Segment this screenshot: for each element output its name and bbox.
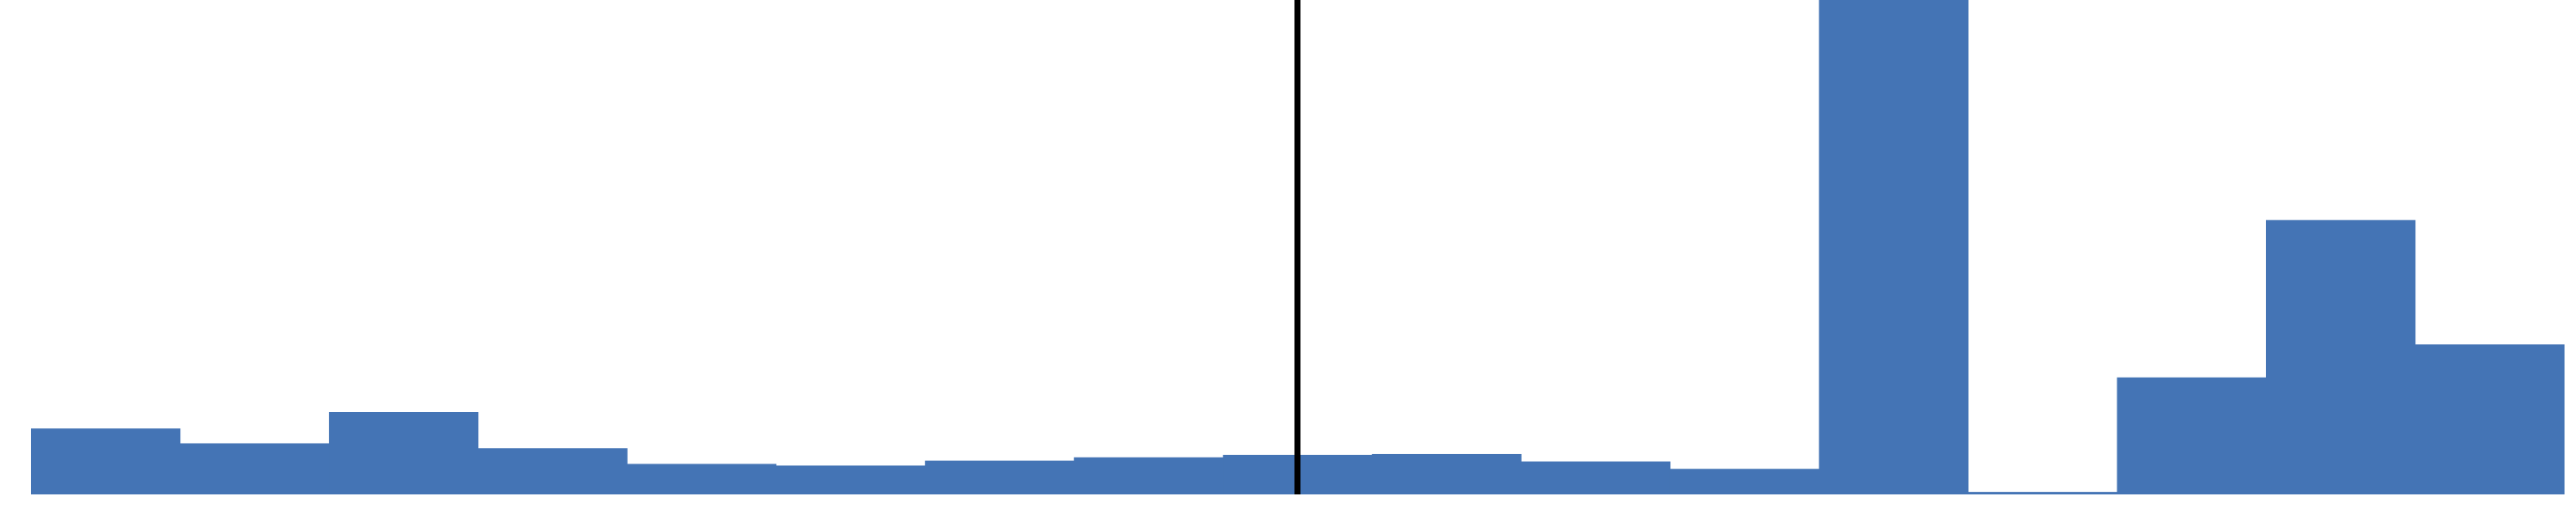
bars-layer	[31, 0, 2565, 494]
histogram-bar-10	[1371, 453, 1522, 494]
histogram-bar-7	[925, 460, 1075, 494]
histogram-bar-16	[2265, 220, 2416, 494]
histogram-bar-11	[1521, 461, 1671, 494]
histogram-bar-6	[775, 465, 926, 494]
histogram-bar-14	[1967, 492, 2118, 494]
histogram-bar-3	[329, 412, 479, 494]
histogram-bar-13	[1819, 0, 1969, 494]
histogram-bar-17	[2415, 344, 2565, 494]
histogram-bar-4	[477, 448, 628, 494]
histogram-bar-1	[31, 428, 181, 494]
histogram-bar-12	[1669, 469, 1820, 494]
histogram-bar-5	[627, 464, 777, 494]
histogram-bar-15	[2117, 377, 2267, 494]
histogram-bar-8	[1073, 457, 1224, 494]
histogram-bar-2	[179, 443, 330, 494]
